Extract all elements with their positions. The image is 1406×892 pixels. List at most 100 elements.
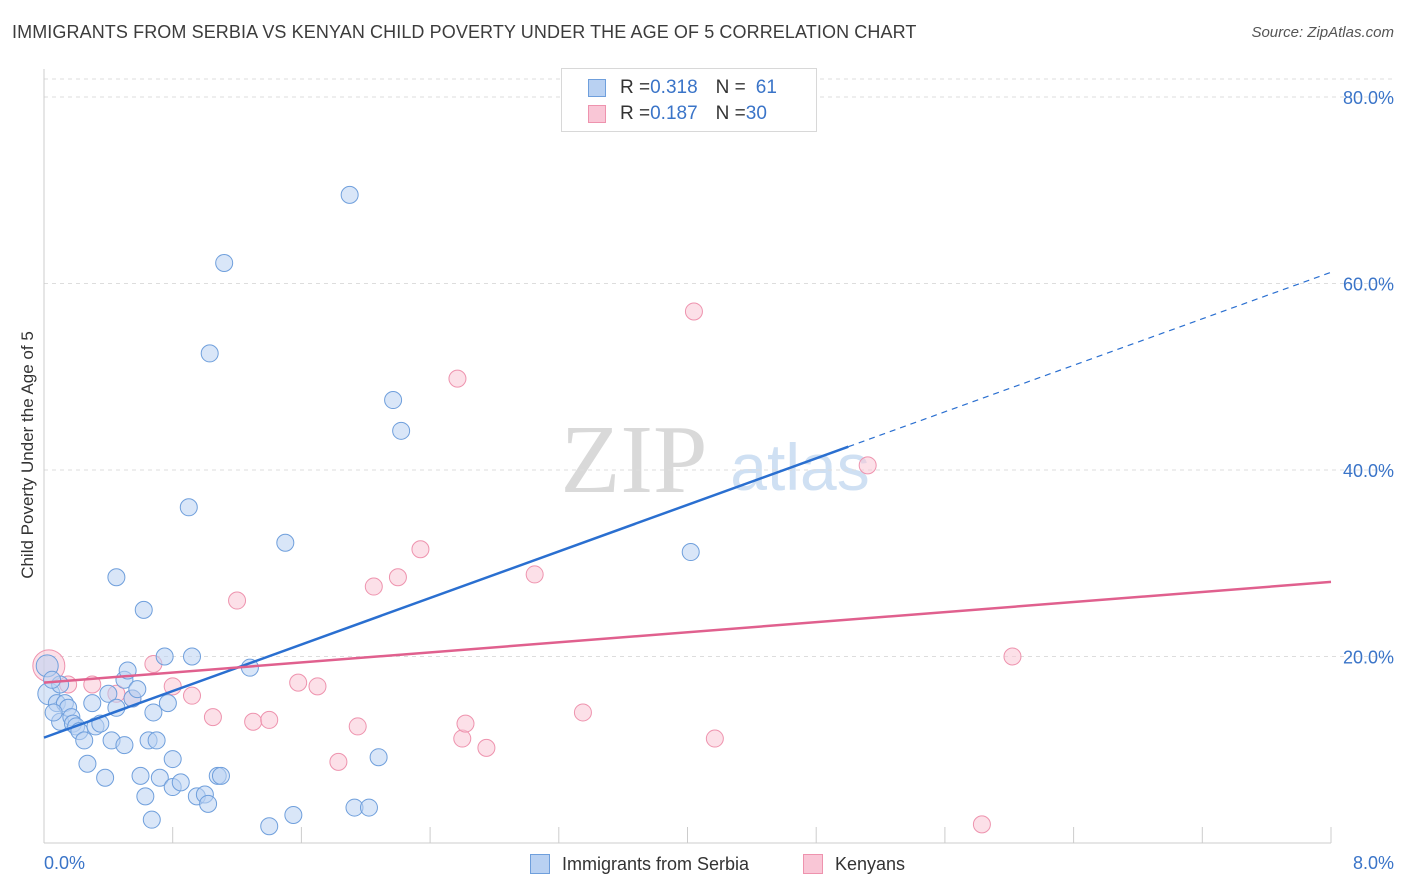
kenyans-point (477, 738, 496, 757)
trendlines (43, 271, 1332, 739)
bottom-legend-serbia: Immigrants from Serbia (530, 852, 749, 876)
serbia-point (75, 731, 94, 750)
serbia-point (340, 185, 359, 204)
watermark-zip: ZIP (561, 406, 708, 514)
serbia-swatch (588, 79, 606, 97)
serbia-point (163, 750, 182, 769)
serbia-point (199, 794, 218, 813)
kenyans-point (183, 686, 202, 705)
serbia-point (136, 787, 155, 806)
serbia-point (211, 766, 230, 785)
serbia-point (276, 533, 295, 552)
kenyans-point (456, 714, 475, 733)
serbia-point (150, 768, 169, 787)
serbia-point (284, 806, 303, 825)
serbia-trendline (43, 445, 849, 739)
bottom-serbia-swatch (530, 854, 550, 874)
bottom-kenyans-label: Kenyans (835, 853, 906, 874)
bottom-serbia-label: Immigrants from Serbia (562, 853, 750, 874)
serbia-point (128, 680, 147, 699)
kenyans-point (448, 369, 467, 388)
serbia-point (171, 773, 190, 792)
kenyans-trendline (43, 580, 1332, 684)
kenyans-point (329, 752, 348, 771)
kenyans-point (388, 568, 407, 587)
serbia-r-value: 0.318 (650, 77, 698, 98)
kenyans-point (244, 712, 263, 731)
kenyans-r-label: R = (620, 103, 651, 124)
y-tick-label: 60.0% (1343, 274, 1394, 294)
serbia-point (359, 798, 378, 817)
serbia-point (392, 421, 411, 440)
serbia-point (260, 817, 279, 836)
serbia-point (681, 543, 700, 562)
kenyans-point (260, 710, 279, 729)
kenyans-point (972, 815, 991, 834)
serbia-n-value: 61 (755, 77, 777, 98)
watermark: ZIP atlas (561, 406, 870, 514)
watermark-atlas: atlas (730, 430, 869, 504)
kenyans-point (289, 673, 308, 692)
serbia-trendline-extension (848, 271, 1332, 448)
kenyans-point (348, 717, 367, 736)
kenyans-point (308, 677, 327, 696)
serbia-point (158, 694, 177, 713)
serbia-point (179, 498, 198, 517)
gridlines (44, 78, 1395, 657)
kenyans-point (1003, 647, 1022, 666)
serbia-point (142, 810, 161, 829)
serbia-point (155, 647, 174, 666)
serbia-point (107, 568, 126, 587)
serbia-point (384, 391, 403, 410)
kenyans-point (705, 729, 724, 748)
serbia-point (43, 670, 62, 689)
chart-title: IMMIGRANTS FROM SERBIA VS KENYAN CHILD P… (12, 22, 917, 42)
serbia-n-label: N = (715, 77, 746, 98)
kenyans-swatch (588, 105, 606, 123)
correlation-legend: R = 0.318 N = 61 R = 0.187 N = 30 (561, 68, 817, 132)
serbia-point (215, 253, 234, 272)
axes (43, 69, 1332, 844)
serbia-point (134, 600, 153, 619)
serbia-point (200, 344, 219, 363)
y-tick-label: 20.0% (1343, 647, 1394, 667)
kenyans-points (32, 302, 1022, 834)
serbia-point (369, 748, 388, 767)
y-tick-labels: 20.0% 40.0% 60.0% 80.0% (1343, 88, 1394, 668)
x-tick-label: 0.0% (44, 853, 85, 873)
serbia-point (131, 766, 150, 785)
kenyans-point (858, 456, 877, 475)
y-tick-label: 40.0% (1343, 461, 1394, 481)
kenyans-point (525, 565, 544, 584)
kenyans-r-value: 0.187 (650, 103, 698, 124)
serbia-point (183, 647, 202, 666)
serbia-point (147, 731, 166, 750)
x-tick-label: 8.0% (1353, 853, 1394, 873)
bottom-legend-kenyans: Kenyans (803, 852, 905, 876)
serbia-point (83, 694, 102, 713)
kenyans-point (573, 703, 592, 722)
kenyans-point (364, 577, 383, 596)
bottom-kenyans-swatch (803, 854, 823, 874)
kenyans-point (203, 708, 222, 727)
kenyans-point (228, 591, 247, 610)
serbia-point (144, 703, 163, 722)
serbia-point (96, 768, 115, 787)
kenyans-point (453, 729, 472, 748)
serbia-points (35, 185, 700, 836)
kenyans-point (411, 540, 430, 559)
serbia-point (44, 703, 63, 722)
legend-row-serbia: R = 0.318 N = 61 (588, 76, 777, 100)
legend-row-kenyans: R = 0.187 N = 30 (588, 102, 767, 126)
y-tick-label: 80.0% (1343, 88, 1394, 108)
x-tick-labels: 0.0% 8.0% (44, 853, 1394, 873)
serbia-r-label: R = (620, 77, 651, 98)
source-label: Source: ZipAtlas.com (1251, 24, 1394, 41)
kenyans-n-label: N = (715, 103, 746, 124)
kenyans-n-value: 30 (745, 103, 767, 124)
serbia-point (99, 684, 118, 703)
y-axis-label: Child Poverty Under the Age of 5 (18, 331, 37, 579)
serbia-point (115, 736, 134, 755)
serbia-point (78, 754, 97, 773)
